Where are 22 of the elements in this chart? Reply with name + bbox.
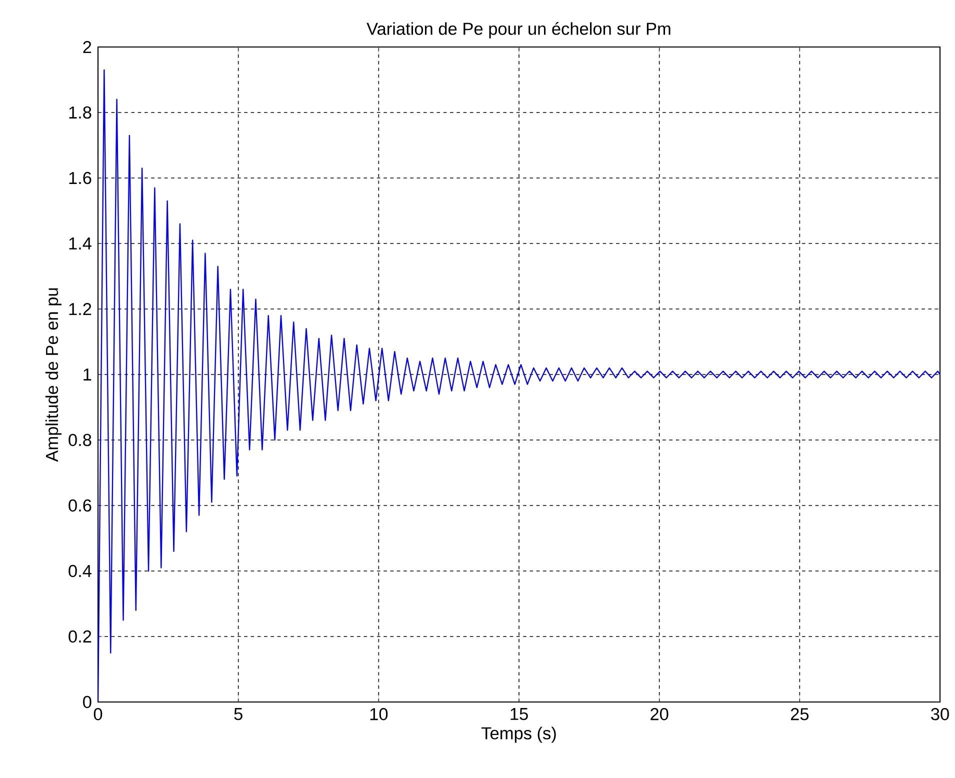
y-tick-label: 1 (84, 368, 92, 380)
chart-title: Variation de Pe pour un échelon sur Pm (366, 22, 670, 38)
y-tick-label: 0 (83, 696, 92, 708)
x-tick-label: 10 (370, 708, 388, 720)
x-tick-label: 25 (790, 708, 809, 720)
x-axis-title: Temps (s) (482, 726, 556, 743)
y-tick-label: 1.8 (69, 106, 92, 119)
y-tick-label: 0.6 (68, 499, 92, 512)
x-tick-label: 20 (650, 708, 668, 720)
x-tick-label: 30 (931, 708, 949, 720)
x-tick-label: 0 (94, 708, 102, 720)
y-tick-label: 1.4 (69, 238, 92, 250)
x-tick-label: 5 (234, 708, 242, 720)
y-tick-label: 0.2 (68, 630, 92, 643)
y-tick-label: 1.2 (69, 302, 92, 316)
y-tick-label: 0.4 (68, 564, 92, 578)
y-tick-label: 2 (83, 40, 92, 54)
x-tick-label: 15 (510, 708, 528, 720)
y-tick-label: 1.6 (69, 172, 92, 184)
y-tick-label: 0.8 (68, 434, 92, 446)
line-series (98, 69, 940, 702)
y-axis-title: Amplitude de Pe en pu (45, 288, 62, 462)
